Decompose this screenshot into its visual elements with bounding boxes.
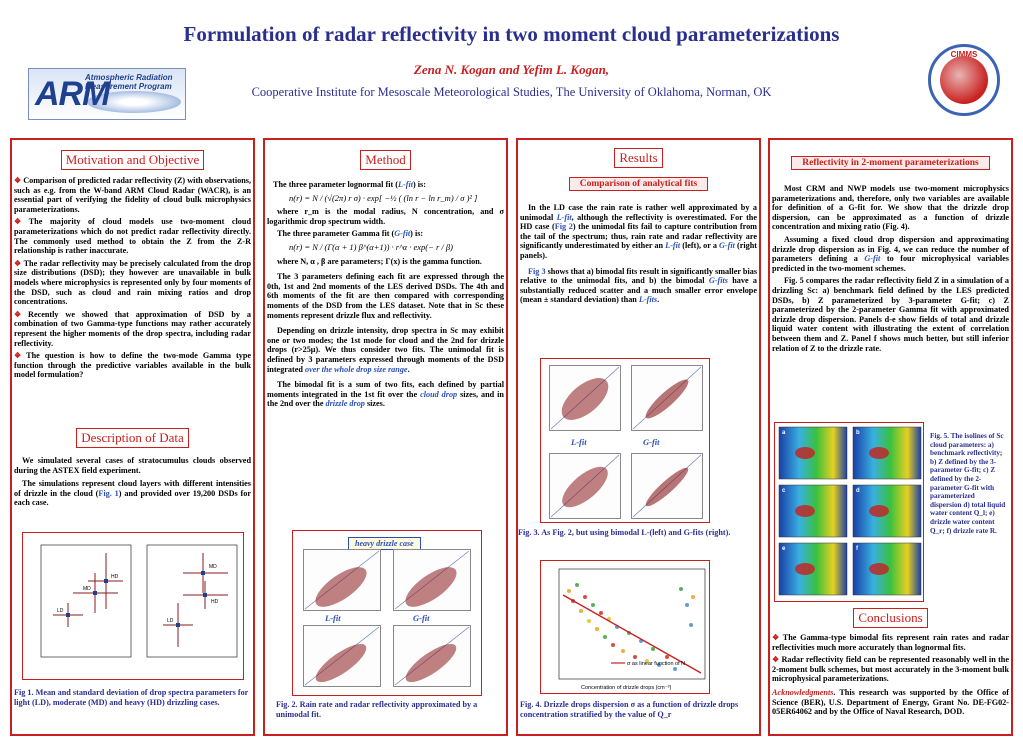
method-paragraph-5: The 3 parameters defining each fit are e… xyxy=(267,272,504,320)
diamond-bullet-icon: ❖ xyxy=(14,258,22,268)
acknowledgments: Acknowledgments. This research was suppo… xyxy=(772,687,1009,717)
data-section: Description of Data We simulated several… xyxy=(14,428,251,511)
fig5-caption: Fig. 5. The isolines of Sc cloud paramet… xyxy=(930,432,1006,535)
motivation-bullet-3: ❖ The radar reflectivity may be precisely… xyxy=(14,258,251,307)
fig1-box: LD MD HD LD MD HD xyxy=(22,532,244,680)
fig4-xlabel: Concentration of drizzle drops (cm⁻³) xyxy=(581,685,671,691)
diamond-bullet-icon: ❖ xyxy=(14,351,25,361)
method-text: The three parameter lognormal fit (L-fit… xyxy=(267,180,504,409)
fig1-errorbar-plots: LD MD HD LD MD HD xyxy=(40,544,238,658)
reflectivity-section: Reflectivity in 2-moment parameterizatio… xyxy=(772,152,1009,356)
fig1-label-md-2: MD xyxy=(209,564,217,570)
fig1-label-hd-2: HD xyxy=(211,599,219,605)
fig5-box: a b c d e f xyxy=(774,422,924,602)
results-title: Results xyxy=(614,148,663,168)
fig5-letter-d: d xyxy=(856,488,860,494)
fig3-box: L-fit G-fit xyxy=(540,358,710,523)
conclusion-1: ❖ The Gamma-type bimodal fits represent r… xyxy=(772,633,1010,652)
motivation-bullet-4: ❖ Recently we showed that approximation o… xyxy=(14,309,252,348)
ack-label: Acknowledgments xyxy=(772,687,834,697)
fig3-link[interactable]: Fig 3 xyxy=(528,266,546,276)
reflectivity-subtitle: Reflectivity in 2-moment parameterizatio… xyxy=(791,156,990,170)
reflectivity-paragraph-2: Assuming a fixed cloud drop dispersion a… xyxy=(772,234,1009,273)
fig5-letter-a: a xyxy=(782,430,786,436)
fig4-box: σ as linear function of N Concentration … xyxy=(540,560,710,694)
arm-logo-subtext: Atmospheric Radiation Measurement Progra… xyxy=(85,73,173,91)
results-paragraph-2: Fig 3 shows that a) bimodal fits result … xyxy=(520,266,758,305)
method-paragraph-6: Depending on drizzle intensity, drop spe… xyxy=(267,326,504,374)
method-paragraph-1: The three parameter lognormal fit (L-fit… xyxy=(273,180,426,189)
diamond-bullet-icon: ❖ xyxy=(772,655,780,665)
fig4-legend: σ as linear function of N xyxy=(627,661,685,667)
fig5-letter-b: b xyxy=(856,430,860,436)
data-text: We simulated several cases of stratocumu… xyxy=(14,456,251,508)
lognormal-formula: n(r) = N / (√(2π) r σ) · exp[ −½ ( (ln r… xyxy=(289,192,478,203)
fig1-label-md: MD xyxy=(83,586,91,592)
fig4-caption: Fig. 4. Drizzle drops dispersion σ as a … xyxy=(520,700,739,719)
motivation-section: Motivation and Objective ❖ Comparison of … xyxy=(14,150,251,383)
diamond-bullet-icon: ❖ xyxy=(14,217,27,227)
poster-affiliation: Cooperative Institute for Mesoscale Mete… xyxy=(251,85,772,99)
results-section: Results Comparison of analytical fits In… xyxy=(520,148,757,308)
conclusions-title: Conclusions xyxy=(853,608,928,628)
method-paragraph-2: where r_m is the modal radius, N concent… xyxy=(267,207,504,226)
diamond-bullet-icon: ❖ xyxy=(772,633,781,642)
fig2-banner: heavy drizzle case xyxy=(348,537,421,550)
fig1-link[interactable]: Fig. 1 xyxy=(98,488,119,498)
method-section: Method The three parameter lognormal fit… xyxy=(267,150,504,412)
motivation-bullet-1: ❖ Comparison of predicted radar reflectiv… xyxy=(14,176,251,214)
cimms-logo-text: CIMMS xyxy=(950,50,978,59)
cimms-logo: CIMMS xyxy=(928,44,1000,116)
poster-authors: Zena N. Kogan and Yefim L. Kogan, xyxy=(413,62,610,77)
fig5-panels: a b c d e f xyxy=(778,426,922,596)
conclusions-text: ❖ The Gamma-type bimodal fits represent r… xyxy=(772,633,1009,720)
data-title: Description of Data xyxy=(76,428,189,448)
motivation-title: Motivation and Objective xyxy=(60,150,205,170)
fig3-lfit-label: L-fit xyxy=(571,437,587,447)
fig2-box: heavy drizzle case L-fit G-fit xyxy=(292,530,482,696)
fig5-letter-e: e xyxy=(782,546,786,552)
fig1-caption: Fig 1. Mean and standard deviation of dr… xyxy=(14,688,249,707)
fig2-gfit-label: G-fit xyxy=(413,613,430,623)
fig1-label-ld-2: LD xyxy=(167,618,174,624)
fig2-link[interactable]: Fig 2 xyxy=(554,222,573,232)
reflectivity-paragraph-1: Most CRM and NWP models use two-moment m… xyxy=(772,184,1009,232)
fig5-letter-c: c xyxy=(782,488,786,494)
results-text: In the LD case the rain rate is rather w… xyxy=(520,203,757,305)
fig4-scatter: σ as linear function of N Concentration … xyxy=(558,568,706,691)
method-paragraph-7: The bimodal fit is a sum of two fits, ea… xyxy=(267,380,504,409)
fig1-label-ld: LD xyxy=(57,608,64,614)
fig2-caption: Fig. 2. Rain rate and radar reflectivity… xyxy=(276,700,478,719)
results-paragraph-1: In the LD case the rain rate is rather w… xyxy=(520,203,758,260)
fig3-gfit-label: G-fit xyxy=(643,437,660,447)
diamond-bullet-icon: ❖ xyxy=(14,176,22,185)
reflectivity-paragraph-3: Fig. 5 compares the radar reflectivity f… xyxy=(772,276,1009,353)
motivation-bullet-5: ❖ The question is how to define the two-m… xyxy=(14,351,252,380)
poster-title: Formulation of radar reflectivity in two… xyxy=(183,22,840,46)
method-paragraph-3: The three parameter Gamma fit (G-fit) is… xyxy=(277,229,424,239)
diamond-bullet-icon: ❖ xyxy=(14,309,27,319)
arm-logo-swirl xyxy=(87,91,181,113)
arm-logo-text: ARM xyxy=(35,75,110,113)
fig1-label-hd: HD xyxy=(111,574,119,580)
fig2-lfit-label: L-fit xyxy=(325,613,341,623)
method-title: Method xyxy=(360,150,411,170)
comparison-subtitle: Comparison of analytical fits xyxy=(568,177,709,191)
data-paragraph-1: We simulated several cases of stratocumu… xyxy=(14,456,251,475)
motivation-text: ❖ Comparison of predicted radar reflectiv… xyxy=(14,176,251,380)
method-paragraph-4: where N, α , β are parameters; Γ(x) is t… xyxy=(277,256,482,266)
data-paragraph-2: The simulations represent cloud layers w… xyxy=(14,479,252,508)
fig5-letter-f: f xyxy=(856,546,859,552)
conclusion-2: ❖ Radar reflectivity field can be represe… xyxy=(772,655,1009,684)
motivation-bullet-2: ❖ The majority of cloud models use two-mo… xyxy=(14,217,252,256)
arm-logo: ARM Atmospheric Radiation Measurement Pr… xyxy=(28,68,186,120)
fig3-caption: Fig. 3. As Fig. 2, but using bimodal L-(… xyxy=(518,528,731,537)
reflectivity-text: Most CRM and NWP models use two-moment m… xyxy=(772,184,1009,353)
fig2-scatter-marks xyxy=(304,550,470,686)
cimms-logo-emblem xyxy=(940,56,988,104)
gamma-formula: n(r) = N / (Γ(α + 1) β^(α+1)) · r^α · ex… xyxy=(289,241,453,252)
fig3-scatter-marks xyxy=(550,366,702,518)
